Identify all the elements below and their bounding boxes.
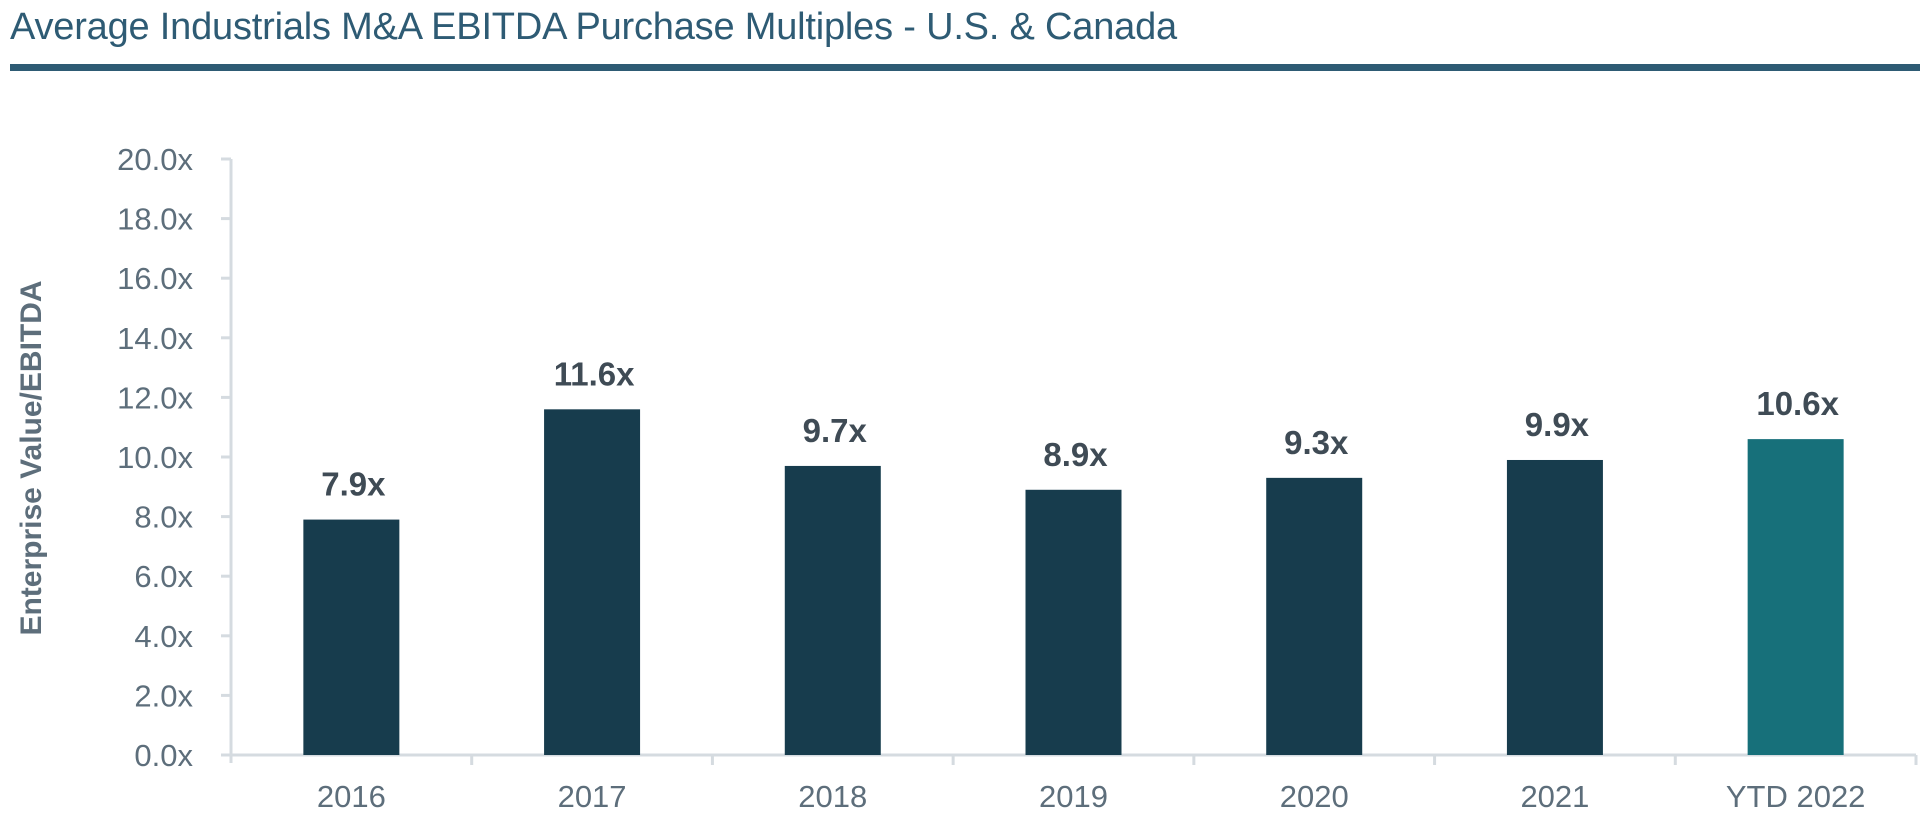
y-tick-label: 18.0x <box>117 202 193 237</box>
y-tick-label: 10.0x <box>117 440 193 475</box>
y-tick-label: 2.0x <box>134 678 193 713</box>
y-tick-label: 20.0x <box>117 142 193 177</box>
data-label: 9.3x <box>1284 424 1349 461</box>
data-label: 7.9x <box>321 466 386 503</box>
y-tick-label: 6.0x <box>134 559 193 594</box>
y-axis-title: Enterprise Value/EBITDA <box>15 280 48 635</box>
bar <box>1506 459 1603 755</box>
y-tick-label: 8.0x <box>134 500 193 535</box>
data-label: 9.7x <box>803 412 868 449</box>
data-label: 11.6x <box>554 355 635 392</box>
bar <box>1747 439 1844 755</box>
bar <box>1266 477 1363 755</box>
x-category-label: YTD 2022 <box>1726 779 1866 814</box>
x-axis: 2016 2017 2018 2019 2020 2021 YTD 2022 <box>231 753 1918 814</box>
bars: 7.9x 11.6x 9.7x 8.9x 9.3x 9.9x 10.6x <box>303 355 1844 755</box>
x-category-label: 2021 <box>1520 779 1589 814</box>
bar <box>544 409 641 755</box>
x-category-label: 2019 <box>1039 779 1108 814</box>
title-divider <box>10 64 1920 71</box>
bar <box>1025 489 1122 755</box>
y-tick-label: 12.0x <box>117 380 193 415</box>
y-tick-label: 4.0x <box>134 619 193 654</box>
y-tick-label: 0.0x <box>134 738 193 773</box>
x-category-label: 2020 <box>1280 779 1349 814</box>
bar <box>784 465 881 755</box>
y-axis: 0.0x 2.0x 4.0x 6.0x 8.0x 10.0x 12.0x 14.0x 16.0x… <box>117 142 233 773</box>
x-category-label: 2016 <box>317 779 386 814</box>
data-label: 9.9x <box>1525 406 1590 443</box>
x-category-label: 2018 <box>798 779 867 814</box>
y-tick-label: 16.0x <box>117 261 193 296</box>
y-tick-label: 14.0x <box>117 321 193 356</box>
chart-title: Average Industrials M&A EBITDA Purchase … <box>10 6 1177 48</box>
x-category-label: 2017 <box>558 779 627 814</box>
data-label: 10.6x <box>1756 385 1839 422</box>
data-label: 8.9x <box>1043 436 1108 473</box>
bar <box>303 519 400 755</box>
